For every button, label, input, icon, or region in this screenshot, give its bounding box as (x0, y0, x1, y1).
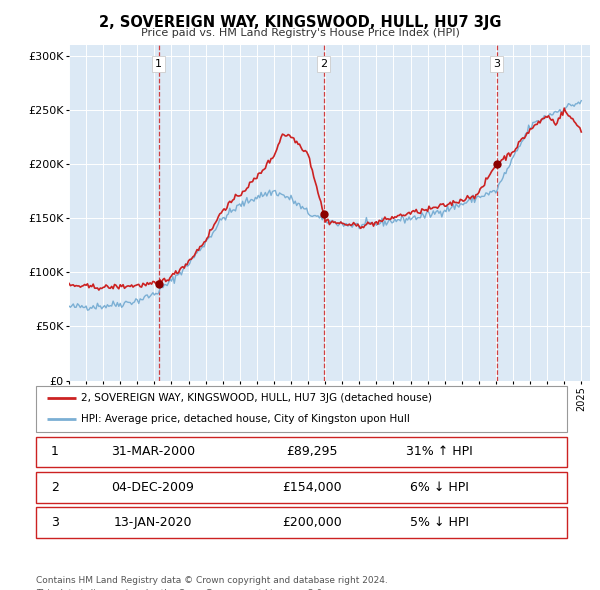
Text: £154,000: £154,000 (283, 481, 342, 494)
Text: Price paid vs. HM Land Registry's House Price Index (HPI): Price paid vs. HM Land Registry's House … (140, 28, 460, 38)
Text: 1: 1 (155, 59, 162, 69)
Text: 3: 3 (493, 59, 500, 69)
Text: 2, SOVEREIGN WAY, KINGSWOOD, HULL, HU7 3JG (detached house): 2, SOVEREIGN WAY, KINGSWOOD, HULL, HU7 3… (81, 394, 432, 404)
Text: 13-JAN-2020: 13-JAN-2020 (113, 516, 192, 529)
FancyBboxPatch shape (36, 386, 567, 432)
Text: 31-MAR-2000: 31-MAR-2000 (111, 445, 195, 458)
FancyBboxPatch shape (36, 472, 567, 503)
Text: £89,295: £89,295 (286, 445, 338, 458)
Text: 31% ↑ HPI: 31% ↑ HPI (406, 445, 473, 458)
FancyBboxPatch shape (36, 507, 567, 538)
Text: 5% ↓ HPI: 5% ↓ HPI (410, 516, 469, 529)
Text: 2: 2 (50, 481, 59, 494)
Text: HPI: Average price, detached house, City of Kingston upon Hull: HPI: Average price, detached house, City… (81, 414, 410, 424)
Text: 6% ↓ HPI: 6% ↓ HPI (410, 481, 469, 494)
Text: 3: 3 (50, 516, 59, 529)
Text: 2, SOVEREIGN WAY, KINGSWOOD, HULL, HU7 3JG: 2, SOVEREIGN WAY, KINGSWOOD, HULL, HU7 3… (99, 15, 501, 30)
Text: Contains HM Land Registry data © Crown copyright and database right 2024.
This d: Contains HM Land Registry data © Crown c… (36, 576, 388, 590)
FancyBboxPatch shape (36, 437, 567, 467)
Text: 04-DEC-2009: 04-DEC-2009 (112, 481, 194, 494)
Text: 1: 1 (50, 445, 59, 458)
Text: £200,000: £200,000 (282, 516, 342, 529)
Text: 2: 2 (320, 59, 328, 69)
